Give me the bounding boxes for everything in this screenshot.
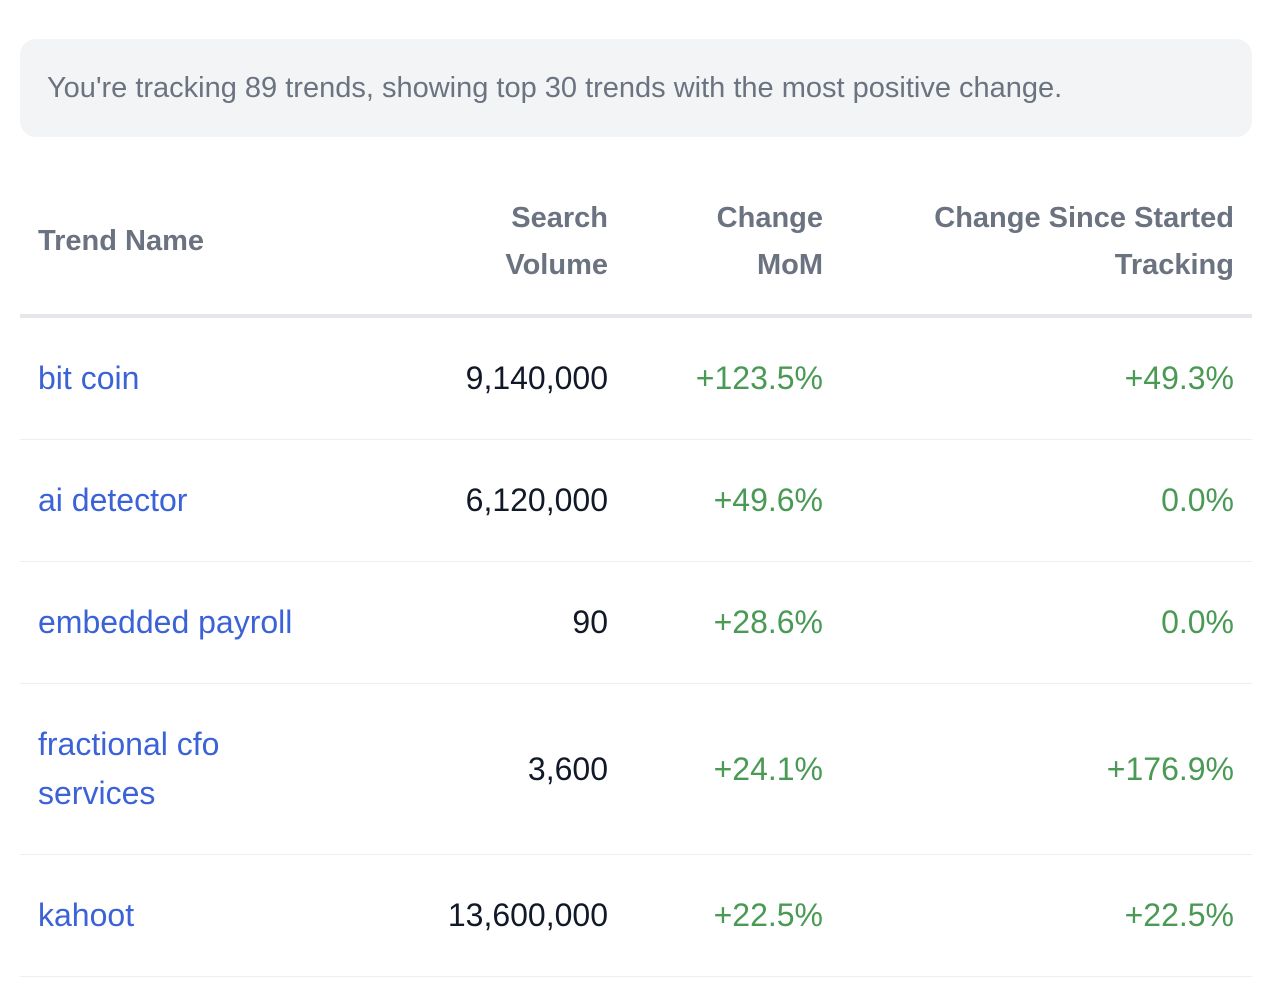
table-row: kahoot 13,600,000 +22.5% +22.5% <box>20 855 1252 977</box>
trend-link[interactable]: ai detector <box>38 482 188 518</box>
change-since-cell: 0.0% <box>1161 604 1234 640</box>
change-mom-cell: +22.5% <box>713 897 823 933</box>
change-since-cell: +176.9% <box>1106 750 1234 787</box>
trend-link[interactable]: bit coin <box>38 360 140 396</box>
change-mom-cell: +123.5% <box>695 360 823 396</box>
search-volume-cell: 13,600,000 <box>447 897 608 933</box>
table-header: Trend Name Search Volume Change MoM Chan… <box>20 173 1252 318</box>
trend-link[interactable]: fractional cfo services <box>38 726 220 811</box>
change-mom-cell: +49.6% <box>713 482 823 518</box>
header-search-volume[interactable]: Search Volume <box>505 201 608 281</box>
change-mom-cell: +28.6% <box>713 604 823 640</box>
change-since-cell: +49.3% <box>1124 360 1234 396</box>
header-trend-name[interactable]: Trend Name <box>38 225 204 257</box>
search-volume-cell: 90 <box>572 604 608 640</box>
tracking-summary-banner: You're tracking 89 trends, showing top 3… <box>20 39 1252 137</box>
tracking-summary-text: You're tracking 89 trends, showing top 3… <box>47 71 1063 104</box>
header-change-mom[interactable]: Change MoM <box>716 201 823 281</box>
change-mom-cell: +24.1% <box>713 750 823 787</box>
table-row: ai detector 6,120,000 +49.6% 0.0% <box>20 440 1252 562</box>
table-row: embedded payroll 90 +28.6% 0.0% <box>20 562 1252 684</box>
table-row: fractional cfo services 3,600 +24.1% +17… <box>20 684 1252 855</box>
search-volume-cell: 6,120,000 <box>465 482 608 518</box>
header-change-since-tracking[interactable]: Change Since Started Tracking <box>934 201 1234 281</box>
change-since-cell: 0.0% <box>1161 482 1234 518</box>
search-volume-cell: 9,140,000 <box>465 360 608 396</box>
trend-link[interactable]: embedded payroll <box>38 604 293 640</box>
trends-table: Trend Name Search Volume Change MoM Chan… <box>20 173 1252 977</box>
search-volume-cell: 3,600 <box>527 750 608 787</box>
table-row: bit coin 9,140,000 +123.5% +49.3% <box>20 318 1252 440</box>
change-since-cell: +22.5% <box>1124 897 1234 933</box>
trend-link[interactable]: kahoot <box>38 897 135 933</box>
